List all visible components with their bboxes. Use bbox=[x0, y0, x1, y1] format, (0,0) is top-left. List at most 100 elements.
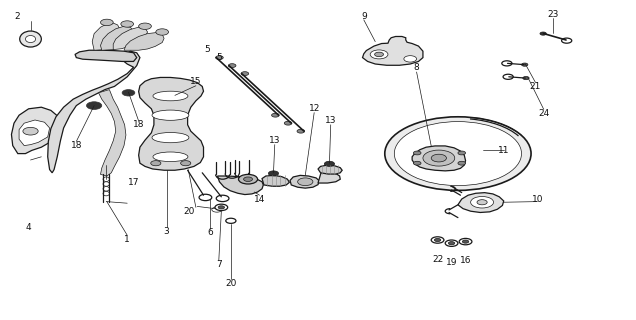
Ellipse shape bbox=[103, 187, 109, 191]
Circle shape bbox=[394, 122, 522, 186]
Polygon shape bbox=[75, 50, 137, 61]
Circle shape bbox=[167, 93, 179, 99]
Circle shape bbox=[375, 52, 384, 57]
Circle shape bbox=[413, 161, 421, 165]
Circle shape bbox=[216, 56, 223, 60]
Circle shape bbox=[212, 207, 222, 212]
Circle shape bbox=[181, 161, 191, 166]
Text: 7: 7 bbox=[216, 260, 222, 269]
Circle shape bbox=[238, 174, 258, 184]
Circle shape bbox=[459, 238, 472, 245]
Circle shape bbox=[477, 200, 487, 205]
Circle shape bbox=[268, 171, 279, 176]
Polygon shape bbox=[412, 146, 466, 171]
Circle shape bbox=[324, 161, 335, 166]
Text: 18: 18 bbox=[133, 120, 144, 129]
Text: 19: 19 bbox=[446, 258, 457, 267]
Circle shape bbox=[385, 117, 531, 190]
Ellipse shape bbox=[25, 36, 36, 43]
Text: 15: 15 bbox=[190, 77, 202, 86]
Polygon shape bbox=[318, 172, 340, 183]
Polygon shape bbox=[19, 120, 50, 146]
Circle shape bbox=[502, 61, 512, 66]
Circle shape bbox=[503, 74, 513, 79]
Text: 8: 8 bbox=[413, 63, 420, 72]
Circle shape bbox=[423, 150, 455, 166]
Text: 13: 13 bbox=[325, 116, 336, 125]
Circle shape bbox=[156, 29, 169, 35]
Circle shape bbox=[199, 194, 212, 201]
Circle shape bbox=[215, 204, 228, 211]
Text: 16: 16 bbox=[460, 256, 471, 265]
Circle shape bbox=[370, 50, 388, 59]
Circle shape bbox=[272, 113, 279, 117]
Circle shape bbox=[522, 63, 528, 66]
Text: 10: 10 bbox=[532, 195, 543, 204]
Text: 9: 9 bbox=[361, 12, 367, 20]
Ellipse shape bbox=[103, 177, 109, 181]
Circle shape bbox=[448, 242, 455, 245]
Circle shape bbox=[284, 121, 292, 125]
Circle shape bbox=[121, 21, 134, 27]
Text: 23: 23 bbox=[548, 10, 559, 19]
Text: 14: 14 bbox=[254, 195, 265, 204]
Polygon shape bbox=[218, 176, 263, 195]
Polygon shape bbox=[458, 193, 504, 212]
Polygon shape bbox=[124, 33, 164, 50]
Polygon shape bbox=[262, 175, 289, 186]
Circle shape bbox=[458, 161, 466, 165]
Text: 18: 18 bbox=[71, 141, 82, 150]
Circle shape bbox=[122, 90, 135, 96]
Circle shape bbox=[540, 32, 546, 35]
Polygon shape bbox=[92, 23, 120, 50]
Polygon shape bbox=[113, 27, 148, 50]
Text: 21: 21 bbox=[530, 82, 541, 91]
Circle shape bbox=[298, 178, 313, 186]
Circle shape bbox=[86, 102, 102, 109]
Circle shape bbox=[431, 237, 444, 243]
Polygon shape bbox=[363, 36, 423, 65]
Ellipse shape bbox=[20, 31, 41, 47]
Circle shape bbox=[244, 177, 252, 181]
Text: 20: 20 bbox=[184, 207, 195, 216]
Circle shape bbox=[241, 72, 249, 76]
Text: 12: 12 bbox=[308, 104, 320, 113]
Text: 20: 20 bbox=[225, 279, 237, 288]
Circle shape bbox=[404, 56, 417, 62]
Text: 3: 3 bbox=[163, 228, 170, 236]
Ellipse shape bbox=[153, 152, 188, 162]
Circle shape bbox=[151, 161, 161, 166]
Polygon shape bbox=[11, 107, 60, 154]
Circle shape bbox=[434, 238, 441, 242]
Text: 5: 5 bbox=[204, 45, 210, 54]
Circle shape bbox=[216, 195, 229, 202]
Text: 24: 24 bbox=[538, 109, 550, 118]
Text: 1: 1 bbox=[124, 236, 130, 244]
Circle shape bbox=[297, 129, 305, 133]
Ellipse shape bbox=[152, 110, 189, 120]
Circle shape bbox=[226, 218, 236, 223]
Text: 17: 17 bbox=[128, 178, 139, 187]
Polygon shape bbox=[100, 26, 134, 50]
Circle shape bbox=[471, 196, 494, 208]
Circle shape bbox=[458, 151, 466, 155]
Polygon shape bbox=[48, 51, 140, 173]
Text: 5: 5 bbox=[216, 53, 223, 62]
Circle shape bbox=[445, 240, 458, 246]
Text: 22: 22 bbox=[432, 255, 443, 264]
Ellipse shape bbox=[152, 132, 189, 143]
Polygon shape bbox=[318, 165, 342, 174]
Text: 2: 2 bbox=[15, 12, 20, 20]
Circle shape bbox=[413, 151, 421, 155]
Circle shape bbox=[218, 206, 225, 209]
Text: 13: 13 bbox=[269, 136, 280, 145]
Text: 4: 4 bbox=[25, 223, 31, 232]
Circle shape bbox=[100, 19, 113, 26]
Circle shape bbox=[139, 23, 151, 29]
Text: 6: 6 bbox=[207, 228, 213, 237]
Polygon shape bbox=[99, 90, 126, 176]
Polygon shape bbox=[290, 175, 319, 188]
Polygon shape bbox=[139, 77, 204, 170]
Circle shape bbox=[462, 240, 469, 243]
Ellipse shape bbox=[103, 182, 109, 186]
